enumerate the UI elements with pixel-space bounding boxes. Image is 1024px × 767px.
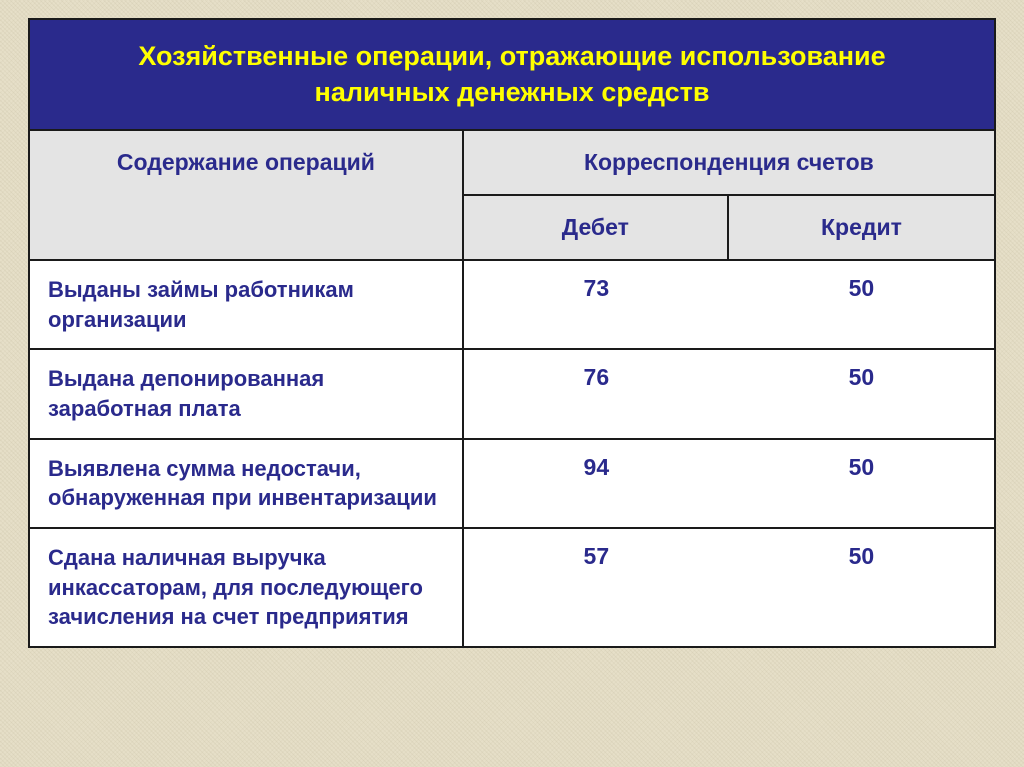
table-title: Хозяйственные операции, отражающие испол…: [30, 20, 994, 131]
cell-description: Выданы займы работникам организации: [30, 261, 464, 348]
cell-debit: 57: [464, 529, 729, 646]
cell-credit: 50: [729, 350, 994, 437]
accounting-table: Хозяйственные операции, отражающие испол…: [28, 18, 996, 648]
table-row: Выданы займы работникам организации 73 5…: [30, 261, 994, 350]
header-correspondence: Корреспонденция счетов: [464, 131, 994, 196]
header-debit-label: Дебет: [562, 214, 629, 240]
header-credit-label: Кредит: [821, 214, 902, 240]
header-correspondence-group: Корреспонденция счетов Дебет Кредит: [464, 131, 994, 259]
table-row: Сдана наличная выручка инкассаторам, для…: [30, 529, 994, 646]
header-correspondence-label: Корреспонденция счетов: [584, 149, 874, 175]
table-row: Выявлена сумма недостачи, обнаруженная п…: [30, 440, 994, 529]
header-credit: Кредит: [729, 196, 994, 259]
cell-debit: 76: [464, 350, 729, 437]
table-row: Выдана депонированная заработная плата 7…: [30, 350, 994, 439]
cell-description: Выдана депонированная заработная плата: [30, 350, 464, 437]
cell-debit: 94: [464, 440, 729, 527]
cell-description: Выявлена сумма недостачи, обнаруженная п…: [30, 440, 464, 527]
header-operations-label: Содержание операций: [117, 149, 375, 176]
table-header: Содержание операций Корреспонденция счет…: [30, 131, 994, 261]
cell-debit: 73: [464, 261, 729, 348]
cell-credit: 50: [729, 261, 994, 348]
cell-credit: 50: [729, 529, 994, 646]
cell-credit: 50: [729, 440, 994, 527]
header-debit: Дебет: [464, 196, 729, 259]
header-sub-group: Дебет Кредит: [464, 196, 994, 259]
header-operations: Содержание операций: [30, 131, 464, 259]
cell-description: Сдана наличная выручка инкассаторам, для…: [30, 529, 464, 646]
